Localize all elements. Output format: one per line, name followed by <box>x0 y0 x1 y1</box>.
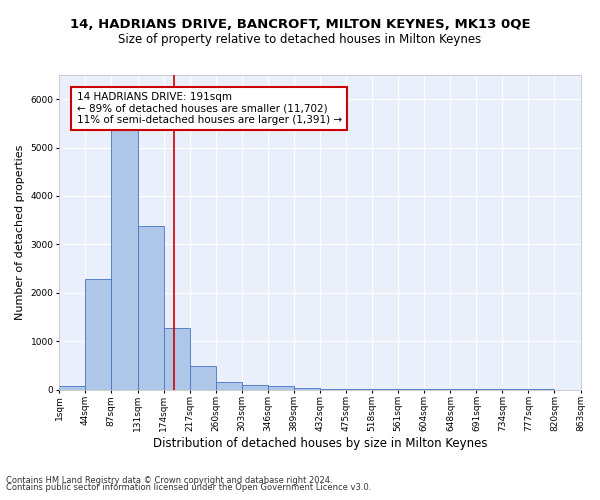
Bar <box>111 127 138 390</box>
Text: 14, HADRIANS DRIVE, BANCROFT, MILTON KEYNES, MK13 0QE: 14, HADRIANS DRIVE, BANCROFT, MILTON KEY… <box>70 18 530 30</box>
Bar <box>138 226 164 390</box>
Bar <box>164 328 190 390</box>
Text: Contains HM Land Registry data © Crown copyright and database right 2024.: Contains HM Land Registry data © Crown c… <box>6 476 332 485</box>
Text: Contains public sector information licensed under the Open Government Licence v3: Contains public sector information licen… <box>6 484 371 492</box>
Y-axis label: Number of detached properties: Number of detached properties <box>15 144 25 320</box>
Bar <box>216 382 242 390</box>
Bar <box>190 366 216 390</box>
Text: Size of property relative to detached houses in Milton Keynes: Size of property relative to detached ho… <box>118 32 482 46</box>
Bar <box>268 386 294 390</box>
Bar <box>320 388 346 390</box>
Text: 14 HADRIANS DRIVE: 191sqm
← 89% of detached houses are smaller (11,702)
11% of s: 14 HADRIANS DRIVE: 191sqm ← 89% of detac… <box>77 92 342 125</box>
Bar <box>85 280 111 390</box>
X-axis label: Distribution of detached houses by size in Milton Keynes: Distribution of detached houses by size … <box>152 437 487 450</box>
Bar <box>242 385 268 390</box>
Bar <box>294 388 320 390</box>
Bar <box>59 386 85 390</box>
